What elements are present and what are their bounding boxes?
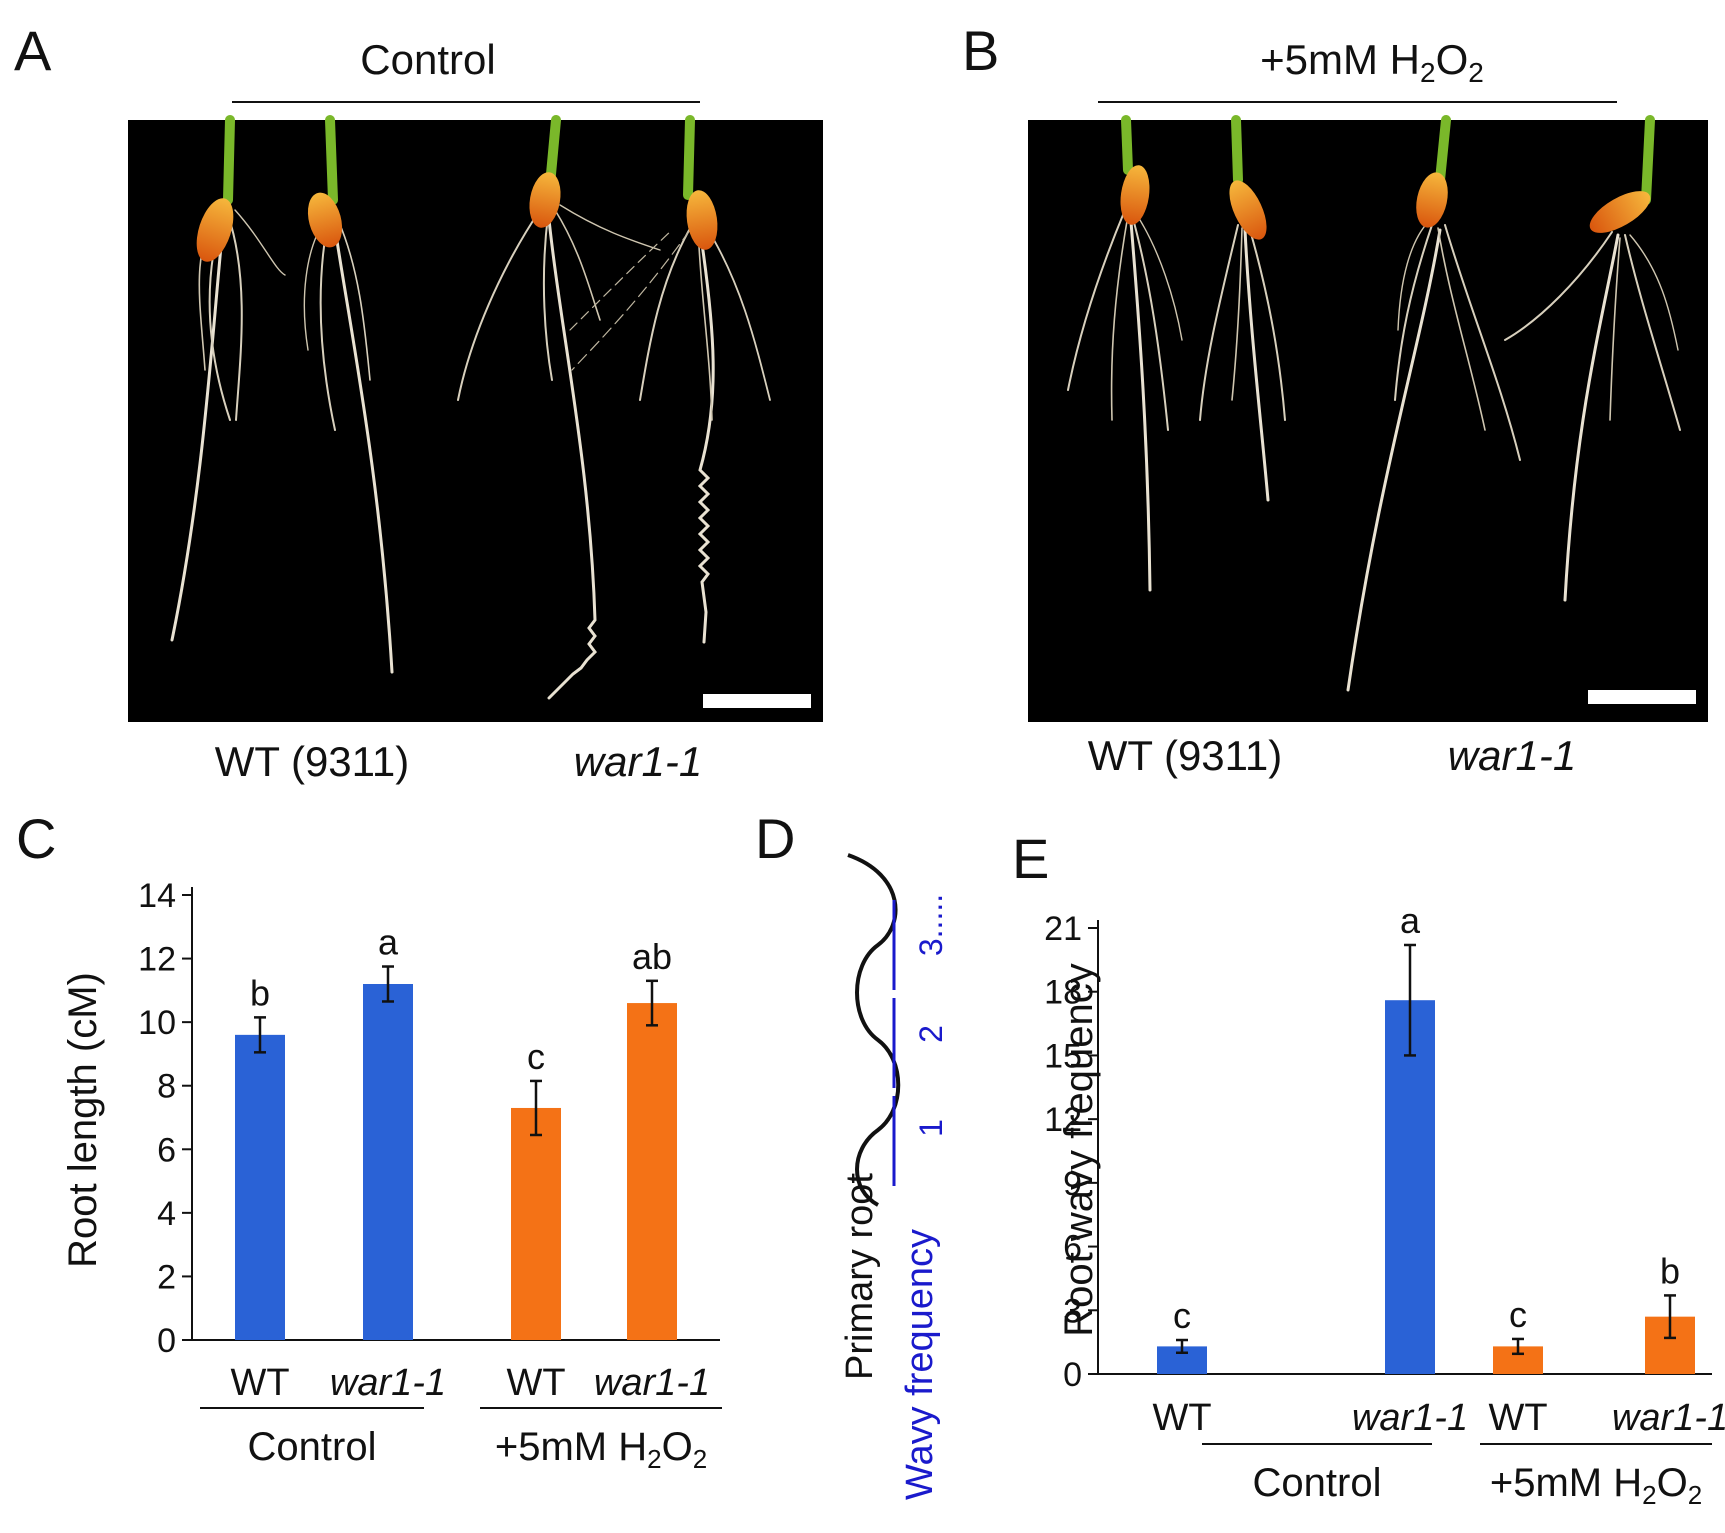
e-significance-letter-3: c — [1509, 1294, 1527, 1335]
panel-c: C 0 2 4 6 8 10 12 14 Root length (cM) b WT a war1-1 c… — [16, 807, 722, 1474]
c-y-tick-label-12: 12 — [138, 941, 176, 979]
c-bar-1 — [235, 1034, 285, 1340]
panel-a-label-mutant: war1-1 — [574, 738, 702, 785]
e-y-tick-label-18: 18 — [1044, 974, 1082, 1012]
e-significance-letter-4: b — [1660, 1250, 1680, 1291]
panel-a: A Control — [14, 19, 823, 785]
c-y-tick-label-8: 8 — [157, 1068, 176, 1106]
c-y-tick-label-6: 6 — [157, 1131, 176, 1169]
e-category-label-4: war1-1 — [1612, 1397, 1725, 1439]
panel-letter-b: B — [962, 19, 999, 82]
wave-tick-2: 2 — [913, 1025, 949, 1043]
c-category-label-2: war1-1 — [330, 1362, 446, 1404]
e-y-tick-label-15: 15 — [1044, 1037, 1082, 1075]
panel-b-title: +5mM H2O2 — [1260, 36, 1484, 88]
e-y-tick-label-12: 12 — [1044, 1101, 1082, 1139]
e-y-tick-label-0: 0 — [1063, 1356, 1082, 1394]
scale-bar-a — [703, 694, 811, 708]
e-category-label-1: WT — [1152, 1397, 1211, 1439]
rice-seedlings-control-photo — [128, 115, 823, 722]
c-group-label-1: Control — [248, 1425, 377, 1469]
chart-root-wavy-frequency: 0 3 6 9 12 15 18 21 Root wavy frequency c WT a war1-… — [1044, 900, 1725, 1510]
c-significance-letter-3: c — [527, 1036, 545, 1077]
panel-d: D 1 2 3..... Primary root Wavy frequency — [755, 807, 949, 1500]
e-y-tick-label-6: 6 — [1063, 1229, 1082, 1267]
panel-b-label-mutant: war1-1 — [1448, 732, 1576, 779]
primary-root-wave-diagram — [847, 853, 901, 1207]
e-y-axis-label: Root wavy frequency — [1057, 963, 1101, 1337]
wavy-frequency-markers: 1 2 3..... — [892, 894, 949, 1186]
panel-a-label-wt: WT (9311) — [215, 738, 410, 785]
c-y-tick-label-10: 10 — [138, 1004, 176, 1042]
c-y-tick-label-14: 14 — [138, 877, 176, 915]
c-bar-2 — [363, 984, 413, 1340]
c-bar-4 — [627, 1003, 677, 1340]
e-bar-2 — [1385, 1000, 1435, 1374]
c-y-axis-label: Root length (cM) — [61, 972, 105, 1268]
e-y-tick-label-21: 21 — [1044, 910, 1082, 948]
e-group-label-2: +5mM H2O2 — [1490, 1461, 1702, 1510]
e-y-tick-label-9: 9 — [1063, 1165, 1082, 1203]
wave-tick-1: 1 — [913, 1119, 949, 1137]
e-category-label-2: war1-1 — [1352, 1397, 1468, 1439]
label-wavy-frequency: Wavy frequency — [899, 1229, 941, 1500]
c-category-label-4: war1-1 — [594, 1362, 710, 1404]
scale-bar-b — [1588, 690, 1696, 704]
c-y-tick-label-2: 2 — [157, 1258, 176, 1296]
panel-letter-c: C — [16, 807, 56, 870]
e-significance-letter-2: a — [1400, 900, 1421, 941]
label-primary-root: Primary root — [839, 1173, 881, 1380]
panel-letter-a: A — [14, 19, 52, 82]
c-y-tick-label-4: 4 — [157, 1195, 176, 1233]
e-category-label-3: WT — [1488, 1397, 1547, 1439]
panel-letter-e: E — [1012, 827, 1049, 890]
rice-seedlings-h2o2-photo — [1028, 115, 1708, 722]
panel-a-title: Control — [360, 36, 495, 83]
c-category-label-1: WT — [230, 1362, 289, 1404]
c-group-label-2: +5mM H2O2 — [495, 1425, 707, 1474]
chart-root-length: 0 2 4 6 8 10 12 14 Root length (cM) b WT a war1-1 c WT… — [61, 877, 722, 1474]
panel-b: B +5mM H2O2 — [962, 19, 1708, 779]
c-y-tick-label-0: 0 — [157, 1322, 176, 1360]
wave-tick-3: 3..... — [913, 894, 949, 956]
panel-e: E 0 3 6 9 12 15 18 21 Root wavy frequency c WT a war… — [1012, 827, 1725, 1510]
c-category-label-3: WT — [506, 1362, 565, 1404]
panel-letter-d: D — [755, 807, 795, 870]
c-significance-letter-1: b — [250, 972, 270, 1013]
e-significance-letter-1: c — [1173, 1295, 1191, 1336]
e-y-tick-label-3: 3 — [1063, 1292, 1082, 1330]
c-significance-letter-2: a — [378, 922, 399, 963]
c-significance-letter-4: ab — [632, 936, 672, 977]
e-group-label-1: Control — [1253, 1461, 1382, 1505]
panel-b-label-wt: WT (9311) — [1088, 732, 1283, 779]
c-bar-3 — [511, 1107, 561, 1340]
